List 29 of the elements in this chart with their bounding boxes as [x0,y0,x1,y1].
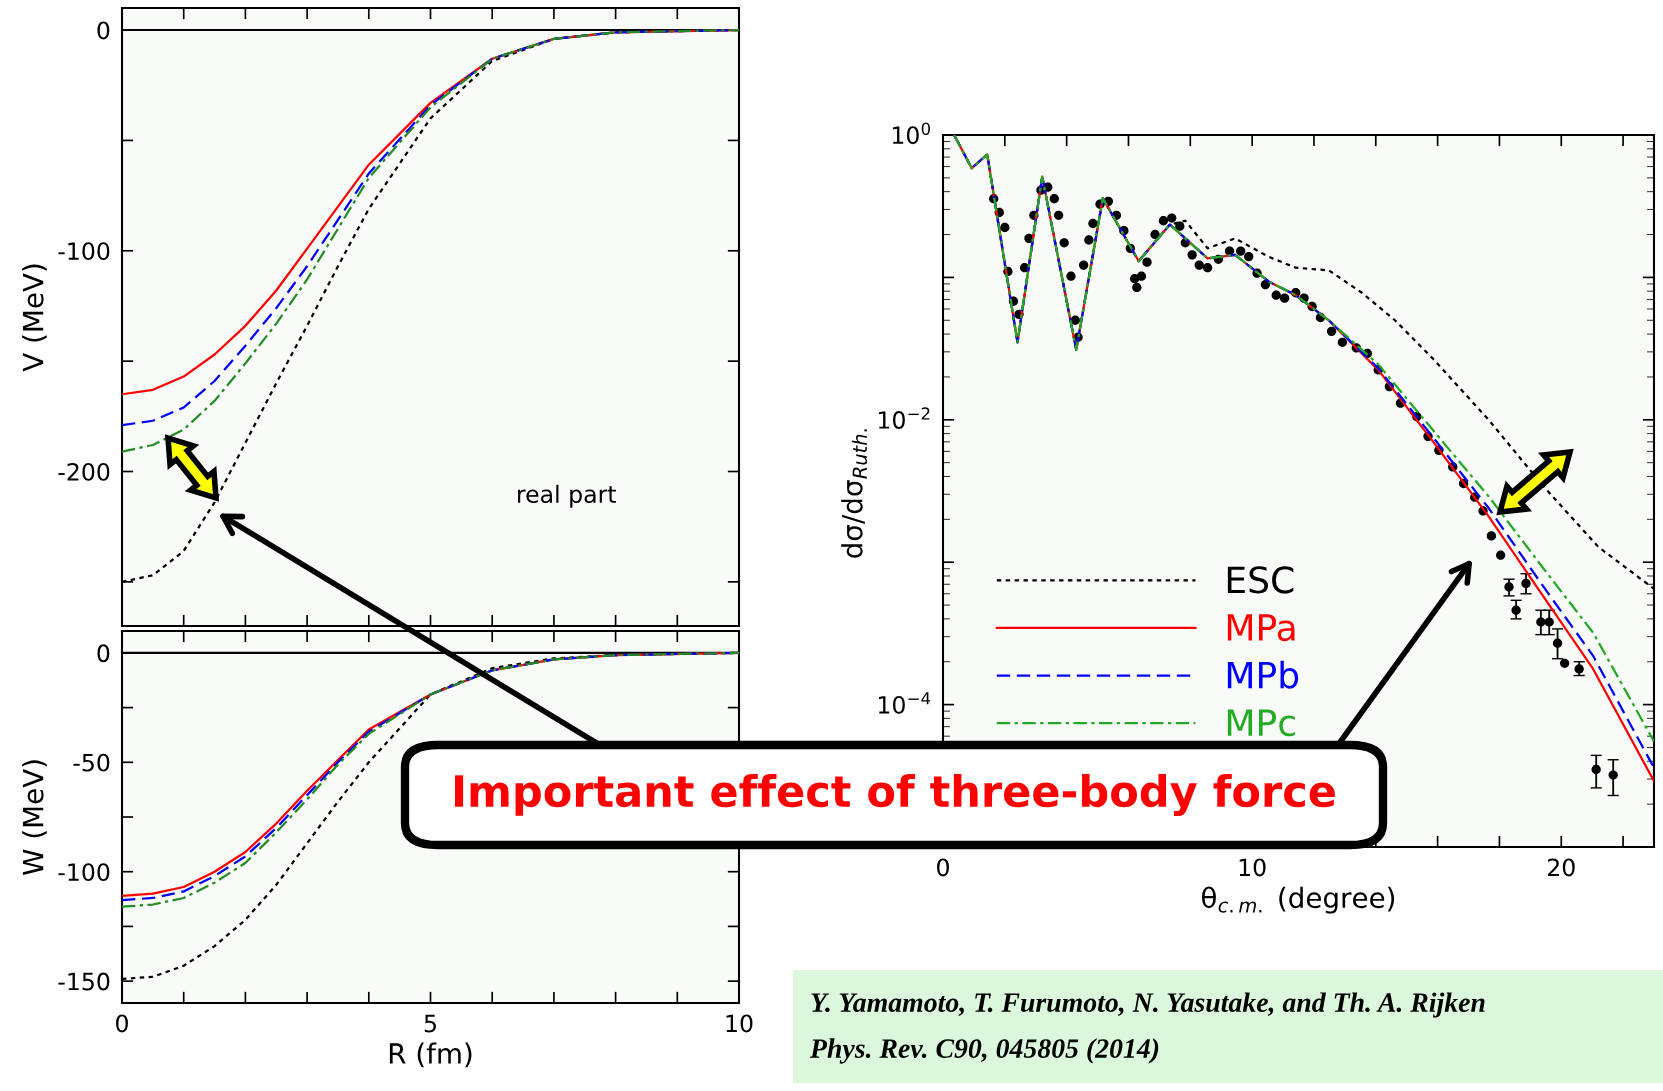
y-tick-label: 10$^{−2}$ [879,407,930,429]
y-axis-title: W (MeV) [22,760,47,876]
y-tick-label: -100 [58,242,110,261]
annotation: Important effect of three-body force [455,774,1335,816]
y-tick-label: 10$^{−4}$ [879,692,931,714]
x-axis-title: R (fm) [389,1042,472,1068]
x-tick-label: 10 [726,1014,753,1033]
y-tick-label: -200 [58,462,110,481]
text: MPc [1227,709,1295,737]
y-axis-title: dσ/dσ$_{Ruth.}$ [841,429,868,558]
y-tick-label: -100 [58,863,110,882]
x-tick-label: 5 [424,1014,436,1033]
x-axis-title: θ$_{c.m.}$ (degree) [1201,886,1395,914]
annotation: real part [518,484,616,508]
y-tick-label: -50 [73,753,110,772]
text: Y. Yamamoto, T. Furumoto, N. Yasutake, and Th. A. Rijken [811,992,1485,1018]
text: MPb [1227,660,1299,689]
text: MPa [1227,614,1295,642]
y-axis-title: V (MeV) [22,264,47,372]
x-tick-label: 0 [116,1014,128,1033]
text: Phys. Rev. C90, 045805 (2014) [809,1038,1159,1064]
y-tick-label: 0 [97,21,110,40]
y-tick-label: 0 [97,644,110,663]
text: ESC [1227,566,1294,594]
x-tick-label: 20 [1547,858,1575,877]
y-tick-label: 10$^{0}$ [892,122,931,145]
y-tick-label: -150 [58,972,110,991]
x-tick-label: 10 [1239,858,1266,877]
x-tick-label: 0 [937,858,949,877]
